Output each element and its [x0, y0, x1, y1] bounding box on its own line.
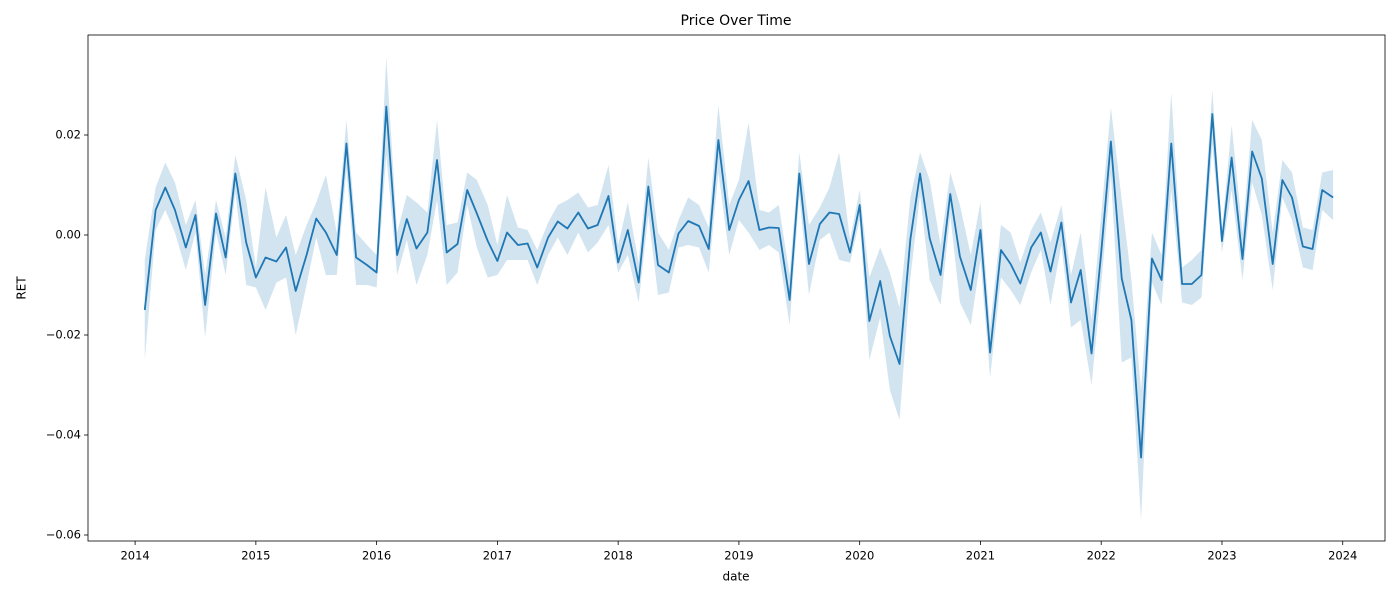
y-tick-label: −0.06 [46, 528, 81, 542]
x-tick-label: 2024 [1328, 549, 1357, 563]
x-axis-label: date [722, 570, 749, 584]
y-tick-label: −0.04 [46, 428, 81, 442]
x-tick-label: 2014 [120, 549, 149, 563]
x-tick-label: 2020 [845, 549, 874, 563]
axes-frame [87, 34, 1386, 542]
y-axis-label: RET [15, 276, 29, 300]
y-tick-label: 0.02 [55, 128, 81, 142]
y-tick-label: 0.00 [55, 228, 81, 242]
y-tick-label: −0.02 [46, 328, 81, 342]
x-tick-label: 2018 [604, 549, 633, 563]
x-tick-label: 2015 [241, 549, 270, 563]
x-tick-label: 2021 [966, 549, 995, 563]
chart-title: Price Over Time [681, 13, 792, 29]
line [143, 105, 1334, 459]
x-tick-label: 2016 [362, 549, 391, 563]
x-tick-label: 2017 [483, 549, 512, 563]
confidence-band [144, 57, 1334, 520]
x-tick-label: 2019 [724, 549, 753, 563]
x-tick-label: 2022 [1087, 549, 1116, 563]
x-tick-label: 2023 [1207, 549, 1236, 563]
